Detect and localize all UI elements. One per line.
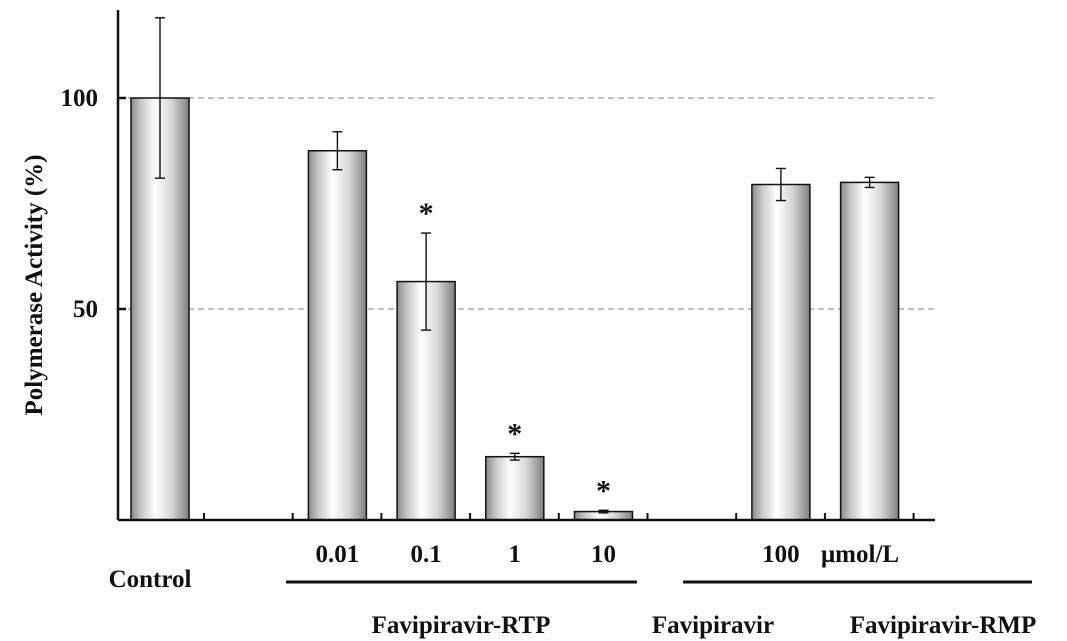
y-tick-label-100: 100 bbox=[61, 85, 99, 112]
bar-8 bbox=[839, 181, 900, 521]
group-label-1: Favipiravir bbox=[652, 612, 774, 639]
labels: * * * 50 100 Polymerase Activity (%) 0.01 0.1 1 1… bbox=[21, 85, 1036, 639]
y-axis-label: Polymerase Activity (%) bbox=[21, 154, 48, 415]
group-label-0: Favipiravir-RTP bbox=[372, 612, 551, 639]
x-tick-label-2: 0.01 bbox=[316, 541, 360, 568]
x-tick-label-3: 0.1 bbox=[410, 541, 441, 568]
significance-star-5: * bbox=[596, 474, 611, 507]
gridlines bbox=[118, 97, 935, 310]
y-tick-label-50: 50 bbox=[73, 296, 98, 323]
bar-4 bbox=[485, 455, 545, 521]
bar-2 bbox=[307, 150, 368, 521]
significance-star-4: * bbox=[507, 417, 522, 450]
x-tick-label-4: 1 bbox=[509, 541, 522, 568]
x-tick-label-5: 10 bbox=[591, 541, 616, 568]
x-tick-label-7: 100 bbox=[762, 541, 800, 568]
group-label-2: Favipiravir-RMP bbox=[850, 612, 1037, 639]
significance-star-3: * bbox=[419, 197, 434, 230]
unit-label: μmol/L bbox=[821, 541, 899, 568]
bar-7 bbox=[751, 183, 811, 521]
axes bbox=[116, 10, 1032, 584]
control-label: Control bbox=[109, 566, 192, 593]
